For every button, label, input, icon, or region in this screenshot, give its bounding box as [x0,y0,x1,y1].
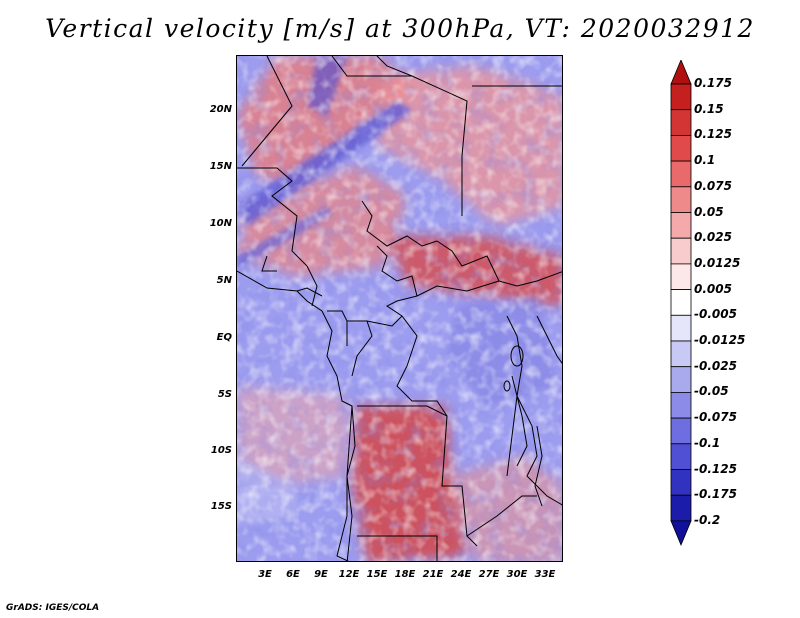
blue-speckle-texture [237,56,562,561]
footer-credit: GrADS: IGES/COLA [6,603,100,613]
colorbar-segment [670,237,692,265]
colorbar-label: -0.025 [694,358,737,373]
lat-label-5n: 5N [216,275,232,286]
lon-label-12e: 12E [338,569,360,580]
colorbar-segment [670,83,692,111]
colorbar-segment [670,520,692,546]
colorbar-segment [670,212,692,239]
colorbar-label: -0.075 [694,410,737,425]
colorbar-segment [670,314,692,342]
colorbar-label: -0.1 [694,435,721,450]
colorbar-segment [670,366,692,393]
colorbar-segment [670,160,692,188]
lat-label-10n: 10N [209,218,232,229]
colorbar-segment [670,60,692,85]
lat-label-5s: 5S [217,389,232,400]
colorbar-label: -0.05 [694,384,729,399]
lat-label-20n: 20N [209,104,232,115]
colorbar-segment [670,186,692,213]
lat-label-eq: EQ [216,332,232,343]
lon-label-3e: 3E [258,569,272,580]
lon-label-18e: 18E [394,569,416,580]
lon-label-33e: 33E [534,569,556,580]
colorbar-segment [670,443,692,470]
colorbar-label: 0.005 [694,281,732,296]
colorbar-label: 0.175 [694,76,732,90]
colorbar-segment [670,135,692,162]
colorbar-label: -0.005 [694,307,737,322]
colorbar-label: 0.075 [694,178,732,193]
lon-label-27e: 27E [478,569,500,580]
colorbar [670,60,692,546]
map-panel [236,55,563,562]
coastlines [237,270,543,561]
colorbar-label: -0.125 [694,461,737,476]
lon-label-15e: 15E [366,569,388,580]
colorbar-label: 0.05 [694,204,724,219]
colorbar-segment [670,340,692,368]
colorbar-segment [670,391,692,419]
colorbar-label: 0.125 [694,127,732,142]
vertical-velocity-field [237,56,562,561]
lat-label-15s: 15S [210,501,232,512]
lon-label-9e: 9E [314,569,328,580]
lat-label-15n: 15N [209,161,232,172]
lon-label-21e: 21E [422,569,444,580]
lon-label-24e: 24E [450,569,472,580]
country-borders [237,56,562,561]
colorbar-label: 0.0125 [694,255,741,270]
lat-label-10s: 10S [210,445,232,456]
colorbar-segment [670,417,692,445]
colorbar-segment [670,109,692,136]
colorbar-label: 0.025 [694,230,732,245]
colorbar-label: -0.2 [694,512,721,527]
colorbar-segment [670,469,692,496]
colorbar-label: -0.0125 [694,333,746,347]
colorbar-segment [670,263,692,290]
colorbar-label: -0.175 [694,487,737,502]
map-title: Vertical velocity [m/s] at 300hPa, VT: 2… [45,14,755,43]
colorbar-label: 0.1 [694,153,716,168]
lon-label-30e: 30E [506,569,528,580]
colorbar-label: 0.15 [694,101,724,116]
colorbar-segment [670,289,692,316]
lon-label-6e: 6E [286,569,300,580]
colorbar-segment [670,494,692,522]
